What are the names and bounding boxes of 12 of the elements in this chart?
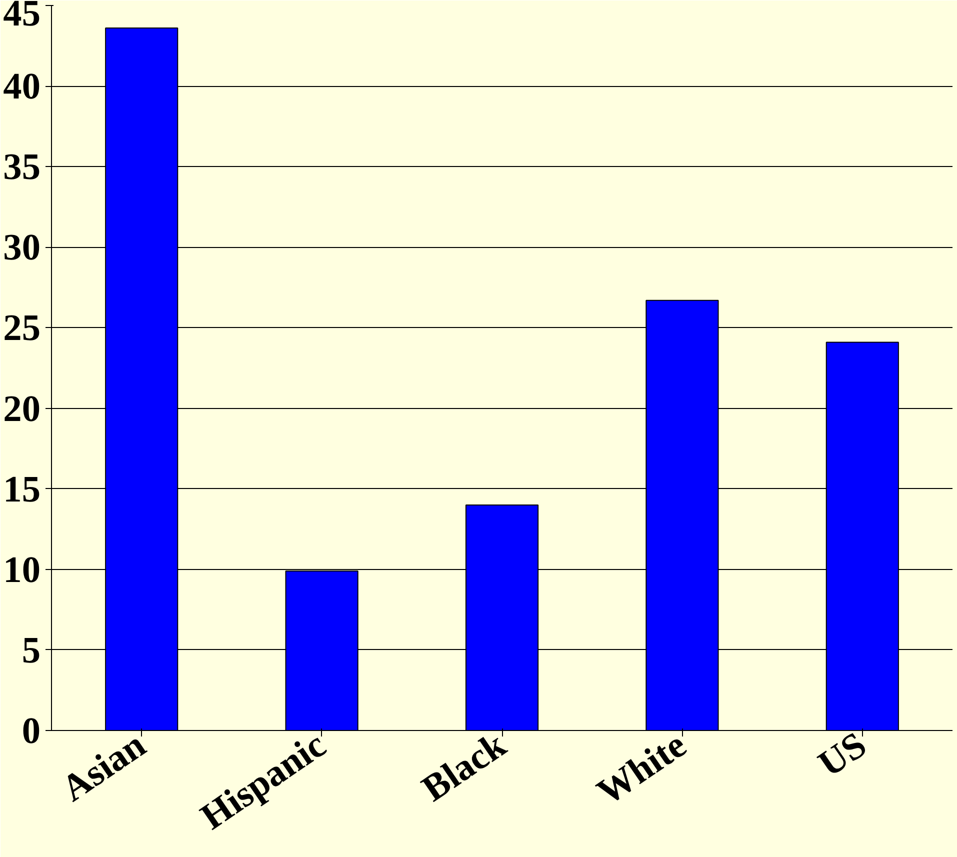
y-tick-label: 15 bbox=[3, 469, 40, 510]
y-tick-label: 20 bbox=[3, 388, 40, 430]
y-tick-label: 5 bbox=[22, 630, 41, 672]
y-tick-label: 30 bbox=[3, 228, 40, 269]
x-tick-label: US bbox=[811, 724, 874, 786]
y-tick-label: 45 bbox=[3, 0, 40, 34]
x-tick-label: White bbox=[590, 724, 694, 814]
y-tick-label: 25 bbox=[3, 308, 40, 350]
y-tick-label: 10 bbox=[3, 550, 40, 591]
y-tick-label: 35 bbox=[3, 147, 40, 188]
y-tick-label: 40 bbox=[3, 66, 40, 108]
y-tick-label: 0 bbox=[22, 711, 41, 752]
